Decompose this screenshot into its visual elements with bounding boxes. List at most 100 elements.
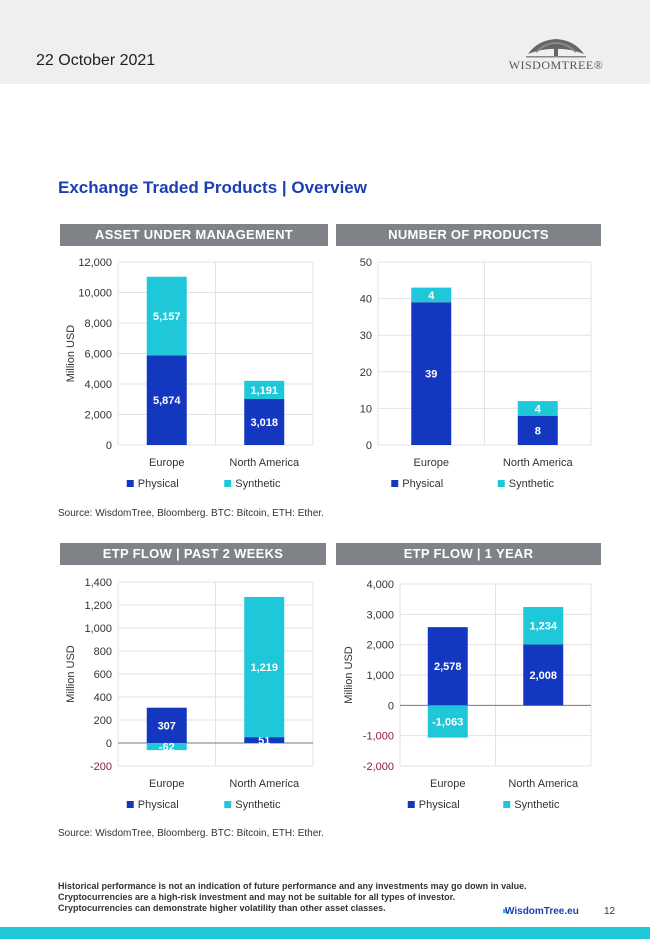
chart-flow-2w: -200 0 200 400 600 800 1,000 1,200 1,400 307 -62 Eu… [58, 570, 326, 820]
bar-value-label: 1,234 [529, 621, 557, 633]
legend-swatch [126, 480, 134, 487]
y-axis-label: Million USD [343, 646, 355, 704]
legend-swatch [497, 480, 505, 487]
y-tick-label: 4,000 [366, 579, 394, 591]
bar-physical-europe [411, 302, 452, 445]
disclaimer-line: Cryptocurrencies are a high-risk investm… [58, 892, 456, 902]
source-note-top: Source: WisdomTree, Bloomberg. BTC: Bitc… [58, 508, 324, 519]
disclaimer-line: Cryptocurrencies can demonstrate higher … [58, 903, 386, 913]
y-tick-label: 1,000 [366, 670, 394, 682]
legend-swatch [224, 480, 232, 487]
chart-band-aum: ASSET UNDER MANAGEMENT [60, 224, 328, 246]
disclaimer-line: Historical performance is not an indicat… [58, 881, 527, 891]
y-tick-label: 1,200 [84, 600, 112, 612]
y-tick-label: 0 [366, 440, 372, 452]
bar-value-label: -1,063 [432, 716, 463, 728]
bar-synthetic-north-america [244, 380, 285, 399]
logo-text: WISDOMTREE® [508, 58, 604, 72]
y-tick-label: 50 [360, 257, 372, 269]
bar-physical-north-america [244, 737, 285, 743]
y-tick-label: 1,000 [84, 623, 112, 635]
y-tick-label: -200 [90, 761, 112, 773]
bar-synthetic-north-america [523, 606, 564, 645]
x-category-label: North America [503, 457, 574, 469]
legend-label: Synthetic [235, 799, 281, 811]
y-axis-label: Million USD [65, 645, 77, 703]
y-tick-label: 30 [360, 330, 372, 342]
x-category-label: North America [229, 778, 300, 790]
y-tick-label: 600 [94, 669, 112, 681]
chart-flow-1y: -2,000 -1,000 0 1,000 2,000 3,000 4,000 2,578 -1… [336, 570, 604, 820]
y-tick-label: 0 [106, 738, 112, 750]
chart-products: 0 10 20 30 40 50 39 4 Europe 8 4 North America Physi… [336, 250, 604, 500]
bar-value-label: 3,018 [250, 417, 278, 429]
y-tick-label: 20 [360, 367, 372, 379]
bar-value-label: 5,874 [153, 395, 181, 407]
x-category-label: North America [229, 457, 300, 469]
bar-synthetic-north-america [244, 596, 285, 738]
legend-label: Physical [138, 799, 179, 811]
bar-value-label: 51 [258, 735, 270, 747]
bar-value-label: 8 [535, 425, 541, 437]
bar-synthetic-europe [411, 287, 452, 303]
y-tick-label: -2,000 [363, 761, 394, 773]
legend-label: Synthetic [235, 478, 281, 490]
y-tick-label: 6,000 [84, 349, 112, 361]
source-note-bottom: Source: WisdomTree, Bloomberg. BTC: Bitc… [58, 828, 324, 839]
bar-synthetic-europe [146, 743, 187, 751]
website-link[interactable]: WisdomTree.eu [505, 906, 579, 917]
footer-bar [0, 927, 650, 939]
y-tick-label: 10 [360, 403, 372, 415]
bar-value-label: -62 [159, 742, 175, 754]
bar-synthetic-europe [146, 276, 187, 356]
chart-svg: 0 10 20 30 40 50 39 4 Europe 8 4 North America Physi… [360, 257, 592, 490]
bar-value-label: 4 [535, 403, 542, 415]
bar-value-label: 307 [158, 720, 176, 732]
tree-icon [526, 39, 586, 58]
bar-physical-north-america [517, 415, 558, 445]
bar-value-label: 2,578 [434, 661, 462, 673]
x-category-label: Europe [430, 778, 465, 790]
bullet-icon [503, 909, 507, 913]
bar-physical-europe [427, 627, 468, 706]
chart-svg: -200 0 200 400 600 800 1,000 1,200 1,400 307 -62 Eu… [65, 577, 314, 811]
y-tick-label: 800 [94, 646, 112, 658]
bar-physical-north-america [523, 644, 564, 706]
bar-value-label: 5,157 [153, 311, 181, 323]
y-tick-label: 8,000 [84, 318, 112, 330]
y-tick-label: 200 [94, 715, 112, 727]
chart-svg: -2,000 -1,000 0 1,000 2,000 3,000 4,000 2,578 -1… [343, 579, 592, 811]
legend-label: Physical [402, 478, 443, 490]
page-header: 22 October 2021 WISDOMTREE® [0, 0, 650, 84]
bar-synthetic-north-america [517, 401, 558, 416]
legend-label: Synthetic [509, 478, 555, 490]
legend-swatch [503, 801, 511, 808]
y-tick-label: 4,000 [84, 379, 112, 391]
y-tick-label: -1,000 [363, 731, 394, 743]
legend-swatch [126, 801, 134, 808]
y-tick-label: 10,000 [78, 288, 112, 300]
chart-band-flow-1y: ETP FLOW | 1 YEAR [336, 543, 601, 565]
report-date: 22 October 2021 [36, 52, 156, 69]
y-tick-label: 400 [94, 692, 112, 704]
x-category-label: North America [508, 778, 579, 790]
bar-value-label: 39 [425, 369, 437, 381]
chart-svg: 0 2,000 4,000 6,000 8,000 10,000 12,000 5,874 5,… [65, 257, 314, 490]
disclaimer: Historical performance is not an indicat… [58, 881, 527, 914]
bar-value-label: 1,191 [250, 385, 278, 397]
x-category-label: Europe [149, 778, 184, 790]
section-title: Exchange Traded Products | Overview [58, 178, 367, 197]
bar-value-label: 2,008 [529, 670, 557, 682]
y-tick-label: 2,000 [366, 640, 394, 652]
legend-swatch [224, 801, 232, 808]
y-tick-label: 1,400 [84, 577, 112, 589]
bar-physical-north-america [244, 398, 285, 445]
wisdomtree-logo: WISDOMTREE® [508, 34, 604, 74]
chart-band-products: NUMBER OF PRODUCTS [336, 224, 601, 246]
bar-physical-europe [146, 355, 187, 445]
y-tick-label: 0 [388, 700, 394, 712]
y-tick-label: 12,000 [78, 257, 112, 269]
legend-label: Physical [138, 478, 179, 490]
y-tick-label: 40 [360, 294, 372, 306]
y-tick-label: 2,000 [84, 410, 112, 422]
